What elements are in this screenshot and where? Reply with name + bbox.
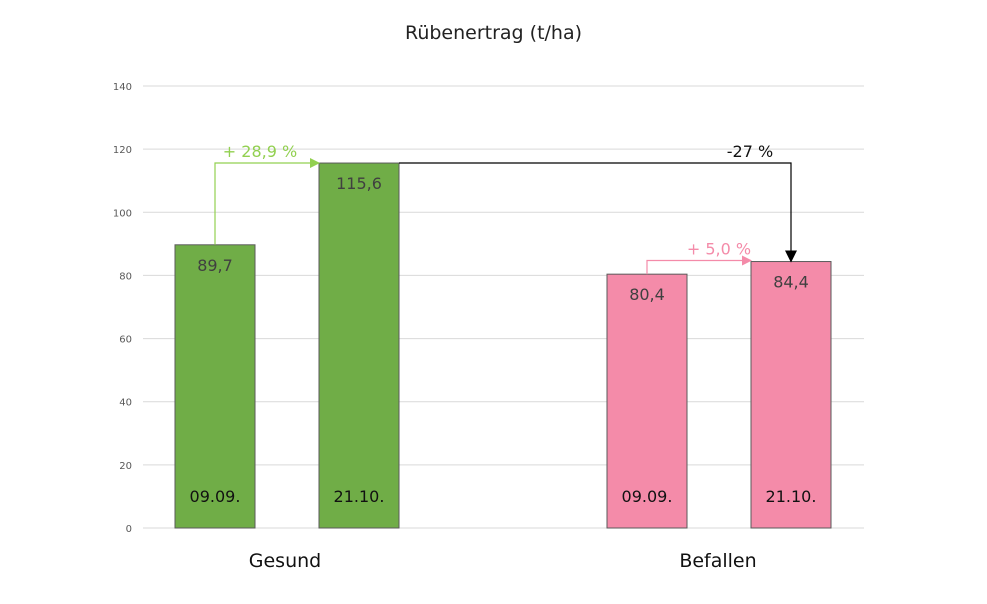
bar <box>606 273 688 529</box>
y-tick-label: 120 <box>113 145 132 156</box>
y-tick-label: 40 <box>119 398 132 409</box>
y-tick-label: 80 <box>119 271 132 282</box>
comparison-arrow <box>399 162 797 263</box>
change-arrow <box>214 158 320 245</box>
change-label: + 28,9 % <box>223 142 297 161</box>
bar-date-label: 09.09. <box>622 487 673 506</box>
category-label: Gesund <box>249 550 321 572</box>
bar-value-label: 115,6 <box>336 174 382 193</box>
bar <box>318 162 400 529</box>
chart-title: Rübenertrag (t/ha) <box>404 22 583 44</box>
bar-value-label: 80,4 <box>629 285 665 304</box>
bar-date-label: 09.09. <box>190 487 241 506</box>
y-tick-label: 100 <box>113 208 132 219</box>
bar <box>174 244 256 529</box>
y-tick-label: 20 <box>119 461 132 472</box>
bar-date-label: 21.10. <box>766 487 817 506</box>
change-arrow <box>646 255 752 275</box>
bar-value-label: 89,7 <box>197 256 233 275</box>
y-tick-label: 0 <box>126 524 132 535</box>
comparison-label: -27 % <box>727 142 773 161</box>
bar <box>750 261 832 529</box>
y-tick-label: 140 <box>113 82 132 93</box>
bar-value-label: 84,4 <box>773 273 809 292</box>
y-tick-label: 60 <box>119 335 132 346</box>
bar-date-label: 21.10. <box>334 487 385 506</box>
change-label: + 5,0 % <box>687 240 751 259</box>
category-label: Befallen <box>679 550 756 572</box>
